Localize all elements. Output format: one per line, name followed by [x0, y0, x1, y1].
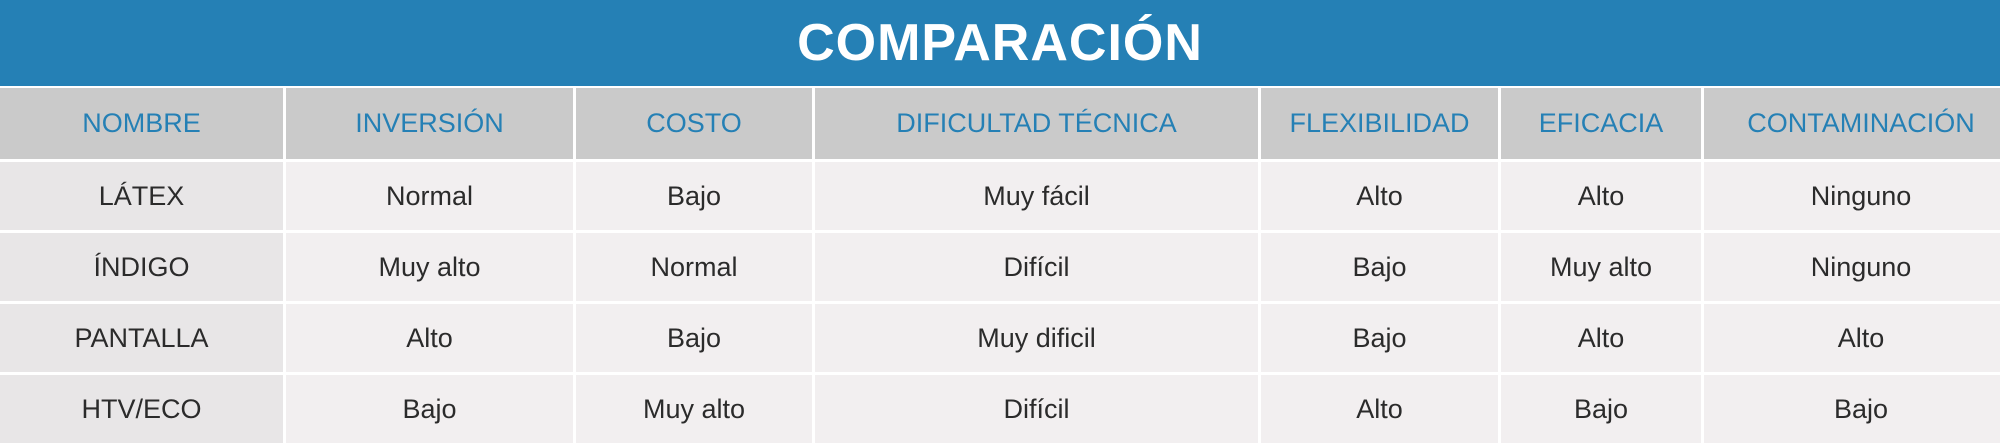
table-cell: Bajo	[1704, 375, 2000, 443]
table-cell: Muy alto	[1501, 233, 1701, 301]
table-cell: Normal	[576, 233, 812, 301]
table-row: PANTALLA Alto Bajo Muy dificil Bajo Alto Alto	[0, 304, 2000, 372]
table-cell: Muy alto	[286, 233, 573, 301]
header-row: NOMBRE INVERSIÓN COSTO DIFICULTAD TÉCNICA FL…	[0, 88, 2000, 159]
row-name-cell: PANTALLA	[0, 304, 283, 372]
table-row: ÍNDIGO Muy alto Normal Difícil Bajo Muy alto N…	[0, 233, 2000, 301]
table-cell: Alto	[1261, 375, 1498, 443]
table-row: LÁTEX Normal Bajo Muy fácil Alto Alto Ninguno	[0, 162, 2000, 230]
table-cell: Alto	[1501, 304, 1701, 372]
table-cell: Ninguno	[1704, 233, 2000, 301]
column-header: INVERSIÓN	[286, 88, 573, 159]
table-cell: Alto	[286, 304, 573, 372]
table-cell: Alto	[1704, 304, 2000, 372]
row-name-cell: HTV/ECO	[0, 375, 283, 443]
table-cell: Bajo	[1501, 375, 1701, 443]
table-cell: Muy alto	[576, 375, 812, 443]
table-cell: Bajo	[1261, 233, 1498, 301]
column-header: DIFICULTAD TÉCNICA	[815, 88, 1258, 159]
row-name-cell: ÍNDIGO	[0, 233, 283, 301]
row-name-cell: LÁTEX	[0, 162, 283, 230]
table-cell: Bajo	[286, 375, 573, 443]
comparison-table: NOMBRE INVERSIÓN COSTO DIFICULTAD TÉCNICA FL…	[0, 85, 2000, 446]
column-header: FLEXIBILIDAD	[1261, 88, 1498, 159]
table-cell: Muy dificil	[815, 304, 1258, 372]
table-cell: Difícil	[815, 233, 1258, 301]
table-cell: Alto	[1501, 162, 1701, 230]
table-cell: Bajo	[576, 162, 812, 230]
column-header: CONTAMINACIÓN	[1704, 88, 2000, 159]
column-header: COSTO	[576, 88, 812, 159]
table-cell: Bajo	[576, 304, 812, 372]
column-header: NOMBRE	[0, 88, 283, 159]
table-cell: Muy fácil	[815, 162, 1258, 230]
table-cell: Bajo	[1261, 304, 1498, 372]
table-cell: Ninguno	[1704, 162, 2000, 230]
table-cell: Difícil	[815, 375, 1258, 443]
page-title: COMPARACIÓN	[0, 0, 2000, 86]
table-row: HTV/ECO Bajo Muy alto Difícil Alto Bajo Bajo	[0, 375, 2000, 443]
column-header: EFICACIA	[1501, 88, 1701, 159]
table-cell: Alto	[1261, 162, 1498, 230]
table-cell: Normal	[286, 162, 573, 230]
